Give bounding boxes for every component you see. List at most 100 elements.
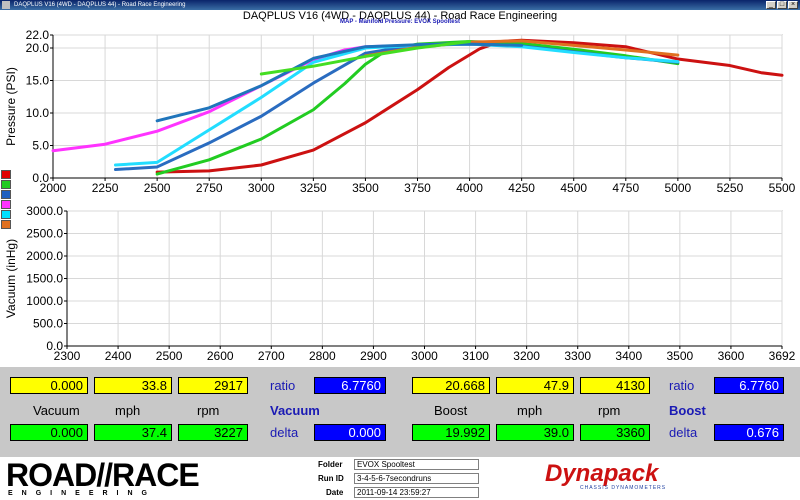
vacuum-label: Vacuum	[33, 403, 80, 418]
rpm-label-right: rpm	[598, 403, 621, 418]
y-axis-label: Pressure (PSI)	[4, 67, 18, 146]
y-tick-label: 2000.0	[26, 249, 63, 263]
chart-subtitle: MAP - Manifold Pressure: EVOX Spooltest	[340, 19, 460, 25]
rpm-readout-2-left: 3227	[178, 424, 248, 441]
y-tick-label: 2500.0	[26, 227, 63, 241]
legend	[1, 170, 13, 230]
maximize-icon[interactable]: □	[777, 1, 787, 9]
vacuum-readout-2: 0.000	[10, 424, 88, 441]
delta-readout-right: 0.676	[714, 424, 784, 441]
date-label: Date	[326, 488, 344, 497]
legend-swatch[interactable]	[1, 190, 11, 199]
x-tick-label: 5250	[717, 181, 744, 195]
series-line	[155, 42, 524, 123]
x-tick-label: 4750	[612, 181, 639, 195]
y-tick-label: 5.0	[32, 139, 49, 153]
series-line	[259, 40, 472, 76]
y-tick-label: 15.0	[26, 74, 50, 88]
x-tick-label: 2300	[54, 349, 81, 363]
app-icon	[2, 1, 10, 9]
x-tick-label: 5500	[769, 181, 796, 195]
x-tick-label: 2500	[156, 349, 183, 363]
x-tick-label: 2900	[360, 349, 387, 363]
y-tick-label: 22.0	[26, 28, 50, 42]
ratio-readout-right: 6.7760	[714, 377, 784, 394]
rpm-readout-1-right: 4130	[580, 377, 650, 394]
y-tick-label: 1500.0	[26, 272, 63, 286]
window-titlebar: DAQPLUS V16 (4WD - DAQPLUS 44) - Road Ra…	[0, 0, 800, 10]
boost-readout-1: 20.668	[412, 377, 490, 394]
x-tick-label: 3400	[615, 349, 642, 363]
boost-label: Boost	[434, 403, 468, 418]
vacuum-chart: 2300 2400 2500 2600 2700 2800 2900 3000 3100 3200…	[4, 204, 796, 363]
x-tick-label: 2750	[196, 181, 223, 195]
x-tick-label: 3750	[404, 181, 431, 195]
legend-swatch[interactable]	[1, 170, 11, 179]
x-tick-label: 2500	[144, 181, 171, 195]
boost-readout-2: 19.992	[412, 424, 490, 441]
x-tick-label: 3600	[718, 349, 745, 363]
dynapack-logo: Dynapack	[545, 460, 659, 487]
vacuum-section-label: Vacuum	[270, 403, 320, 418]
x-tick-label: 4250	[508, 181, 535, 195]
y-tick-label: 20.0	[26, 41, 50, 55]
mph-label-left: mph	[115, 403, 141, 418]
x-tick-label: 3500	[352, 181, 379, 195]
window-title: DAQPLUS V16 (4WD - DAQPLUS 44) - Road Ra…	[14, 2, 186, 8]
road-race-logo: ROAD//RACE	[6, 457, 200, 493]
mph-readout-1-left: 33.8	[94, 377, 172, 394]
close-icon[interactable]: ×	[788, 1, 798, 9]
x-tick-label: 3000	[411, 349, 438, 363]
minimize-icon[interactable]: _	[766, 1, 776, 9]
x-tick-label: 3100	[462, 349, 489, 363]
x-tick-label: 2800	[309, 349, 336, 363]
boost-section-label: Boost	[669, 403, 706, 418]
y-tick-label: 1000.0	[26, 294, 63, 308]
ratio-readout-left: 6.7760	[314, 377, 386, 394]
x-tick-label: 3250	[300, 181, 327, 195]
road-race-logo-sub: ENGINEERING	[8, 490, 157, 497]
folder-field: EVOX Spooltest	[354, 459, 479, 470]
rpm-readout-2-right: 3360	[580, 424, 650, 441]
rpm-label-left: rpm	[197, 403, 220, 418]
y-tick-label: 0.0	[32, 171, 49, 185]
x-tick-label: 2700	[258, 349, 285, 363]
legend-swatch[interactable]	[1, 220, 11, 229]
folder-label: Folder	[318, 460, 343, 469]
mph-readout-2-right: 39.0	[496, 424, 574, 441]
mph-readout-1-right: 47.9	[496, 377, 574, 394]
pressure-chart: 2000 2250 2500 2750 3000 3250 3500 3750 4000 4250…	[4, 28, 796, 195]
x-tick-label: 4000	[456, 181, 483, 195]
chart-title: DAQPLUS V16 (4WD - DAQPLUS 44) - Road Ra…	[242, 10, 558, 22]
x-tick-label: 3500	[667, 349, 694, 363]
x-tick-label: 3300	[564, 349, 591, 363]
x-tick-label: 2000	[40, 181, 67, 195]
mph-readout-2-left: 37.4	[94, 424, 172, 441]
runid-field: 3-4-5-6-7secondruns	[354, 473, 479, 484]
ratio-label-left: ratio	[270, 378, 296, 393]
runid-label: Run ID	[318, 474, 344, 483]
x-tick-label: 5000	[665, 181, 692, 195]
readout-panel: 0.000 33.8 2917 ratio 6.7760 20.668 47.9…	[0, 367, 800, 457]
x-tick-label: 3000	[248, 181, 275, 195]
y-axis-label: Vacuum (inHg)	[4, 239, 18, 318]
legend-swatch[interactable]	[1, 180, 11, 189]
legend-swatch[interactable]	[1, 210, 11, 219]
ratio-label-right: ratio	[669, 378, 695, 393]
y-tick-label: 0.0	[46, 339, 63, 353]
legend-swatch[interactable]	[1, 200, 11, 209]
x-tick-label: 2250	[92, 181, 119, 195]
x-tick-label: 3692	[769, 349, 796, 363]
date-field: 2011-09-14 23:59:27	[354, 487, 479, 498]
x-tick-label: 2600	[207, 349, 234, 363]
delta-label-left: delta	[270, 425, 299, 440]
delta-label-right: delta	[669, 425, 698, 440]
y-tick-label: 500.0	[33, 317, 63, 331]
delta-readout-left: 0.000	[314, 424, 386, 441]
vacuum-readout-1: 0.000	[10, 377, 88, 394]
mph-label-right: mph	[517, 403, 543, 418]
dynapack-logo-sub: CHASSIS DYNAMOMETERS	[580, 485, 667, 491]
rpm-readout-1-left: 2917	[178, 377, 248, 394]
y-tick-label: 3000.0	[26, 204, 63, 218]
x-tick-label: 4500	[560, 181, 587, 195]
